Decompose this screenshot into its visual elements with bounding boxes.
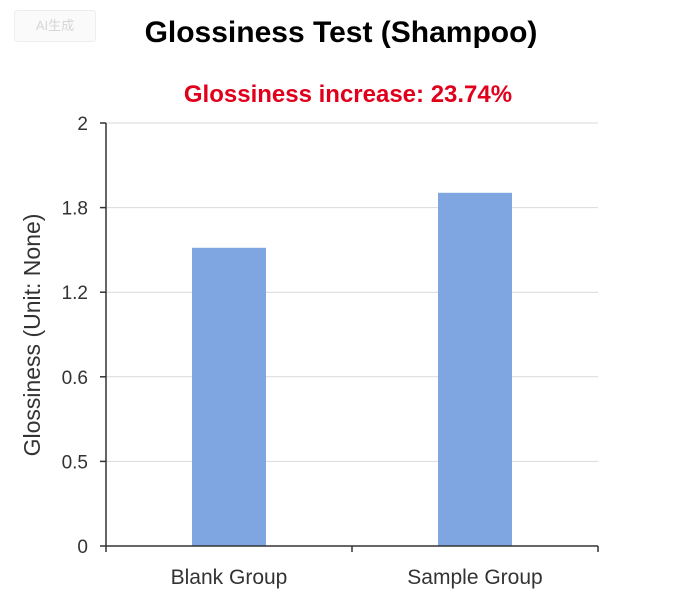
y-tick-label: 1.2 (62, 283, 88, 304)
y-tick-label: 1.8 (62, 199, 88, 220)
y-tick-label: 0.6 (62, 368, 88, 389)
y-axis-label: Glossiness (Unit: None) (19, 214, 45, 457)
y-tick-label: 0.5 (62, 452, 88, 473)
x-ticks: Blank Group Sample Group (105, 546, 599, 589)
bar (192, 247, 266, 546)
x-tick-label: Sample Group (407, 566, 542, 589)
x-tick-label: Blank Group (171, 566, 288, 589)
y-tick-label: 2 (77, 114, 88, 135)
bar (438, 192, 512, 547)
ai-generated-watermark: AI生成 (14, 10, 96, 42)
axes (105, 123, 598, 547)
y-tick-label: 0 (77, 537, 88, 558)
y-ticks: 0 0.5 0.6 1.2 1.8 2 (62, 114, 106, 558)
chart-subtitle: Glossiness increase: 23.74% (184, 81, 512, 108)
chart-title: Glossiness Test (Shampoo) (145, 16, 538, 49)
bars (192, 192, 512, 547)
gridlines (106, 122, 598, 462)
